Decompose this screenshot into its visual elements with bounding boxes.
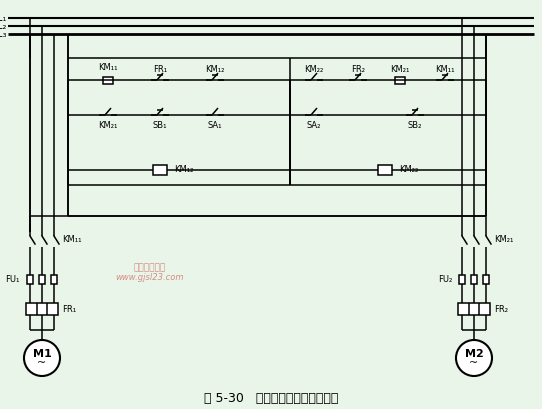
Text: KM₁₂: KM₁₂	[205, 65, 225, 74]
Text: KM₂₁: KM₂₁	[98, 121, 118, 130]
Bar	[27, 275, 33, 284]
Text: FR₂: FR₂	[494, 304, 508, 314]
Bar	[459, 275, 465, 284]
Text: SB₂: SB₂	[408, 121, 422, 130]
Text: L₁: L₁	[0, 13, 6, 23]
Text: M2: M2	[464, 349, 483, 359]
Text: SA₁: SA₁	[208, 121, 222, 130]
Text: KM₂₂: KM₂₂	[305, 65, 324, 74]
Bar	[378, 165, 392, 175]
Text: SA₂: SA₂	[307, 121, 321, 130]
Text: FR₁: FR₁	[153, 65, 167, 74]
Bar	[395, 76, 405, 83]
Text: KM₁₁: KM₁₁	[435, 65, 455, 74]
Text: ~: ~	[37, 358, 47, 368]
Text: L₃: L₃	[0, 29, 6, 39]
Text: 电工技术之家: 电工技术之家	[134, 263, 166, 272]
Text: KM₁₁: KM₁₁	[62, 236, 81, 245]
Text: ~: ~	[469, 358, 479, 368]
Text: KM₂₁: KM₂₁	[494, 236, 513, 245]
Text: KM₁₁: KM₁₁	[98, 63, 118, 72]
Text: FU₂: FU₂	[438, 274, 452, 283]
Bar	[39, 275, 45, 284]
Bar	[471, 275, 477, 284]
Text: KM₂₂: KM₂₂	[399, 166, 418, 175]
Bar	[103, 76, 113, 83]
Text: FR₂: FR₂	[351, 65, 365, 74]
Circle shape	[456, 340, 492, 376]
Bar	[153, 165, 167, 175]
Bar	[458, 303, 490, 315]
Text: KM₁₂: KM₁₂	[174, 166, 193, 175]
Text: SB₁: SB₁	[153, 121, 167, 130]
Circle shape	[24, 340, 60, 376]
Text: 图 5-30   备用消防泵自投控制电路: 图 5-30 备用消防泵自投控制电路	[204, 391, 338, 405]
Text: KM₂₁: KM₂₁	[390, 65, 410, 74]
Bar	[26, 303, 58, 315]
Bar	[51, 275, 57, 284]
Text: M1: M1	[33, 349, 51, 359]
Text: www.gjsl23.com: www.gjsl23.com	[116, 274, 184, 283]
Text: FR₁: FR₁	[62, 304, 76, 314]
Text: L₂: L₂	[0, 21, 6, 31]
Bar	[483, 275, 489, 284]
Text: FU₁: FU₁	[5, 274, 20, 283]
